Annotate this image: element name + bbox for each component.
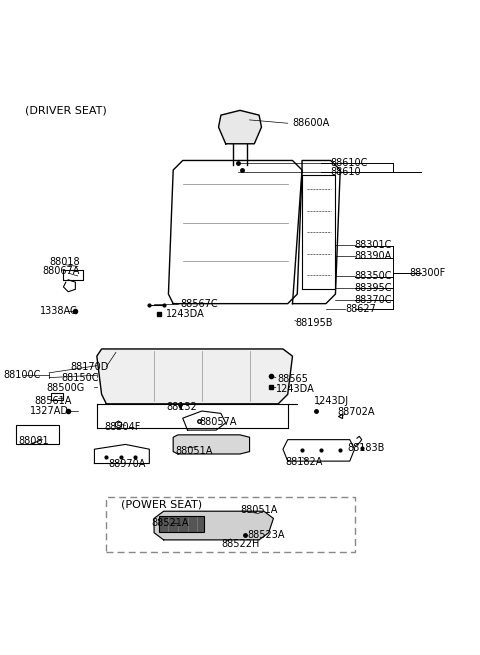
Text: 88132: 88132 [166, 402, 197, 412]
Text: 88057A: 88057A [199, 417, 237, 426]
Text: 88521A: 88521A [152, 518, 189, 528]
Bar [51, 394, 63, 400]
Text: 88567C: 88567C [180, 299, 218, 309]
Text: 88390A: 88390A [355, 251, 392, 261]
Text: 88504F: 88504F [104, 422, 140, 432]
Text: 88522H: 88522H [221, 538, 259, 549]
FancyBboxPatch shape [107, 497, 355, 552]
Polygon shape [97, 349, 292, 404]
Text: 88170D: 88170D [71, 362, 109, 371]
Text: 88970A: 88970A [109, 459, 146, 470]
Text: 1243DA: 1243DA [276, 384, 314, 394]
Text: 88561A: 88561A [35, 396, 72, 406]
Text: 88301C: 88301C [355, 240, 392, 250]
Text: 88565: 88565 [277, 373, 308, 384]
Polygon shape [173, 435, 250, 454]
Text: 1338AC: 1338AC [39, 306, 77, 316]
Text: 88523A: 88523A [247, 530, 285, 540]
Text: 1243DA: 1243DA [166, 309, 205, 319]
Text: 88370C: 88370C [355, 295, 392, 305]
Text: 88702A: 88702A [338, 407, 375, 417]
Text: 88100C: 88100C [4, 370, 41, 380]
Text: 88150C: 88150C [61, 373, 98, 383]
Text: 88183B: 88183B [348, 443, 385, 453]
Bar [16, 425, 59, 445]
Text: 88018: 88018 [49, 257, 80, 267]
Text: 88182A: 88182A [285, 457, 323, 467]
Text: 88051A: 88051A [176, 445, 213, 456]
Text: 88500G: 88500G [47, 383, 85, 392]
Text: 88300F: 88300F [409, 268, 445, 278]
Bar [159, 517, 204, 532]
Text: 1243DJ: 1243DJ [314, 396, 349, 407]
Text: 88610C: 88610C [331, 158, 368, 168]
Text: 88627: 88627 [345, 305, 376, 314]
Text: 88395C: 88395C [355, 283, 392, 293]
Polygon shape [154, 512, 274, 540]
Text: (POWER SEAT): (POWER SEAT) [120, 499, 202, 510]
Text: 88600A: 88600A [292, 119, 330, 128]
Text: 1327AD: 1327AD [30, 406, 69, 416]
Text: 88610: 88610 [331, 168, 361, 178]
Text: 88195B: 88195B [295, 318, 332, 328]
Polygon shape [218, 110, 262, 143]
Text: 88350C: 88350C [355, 271, 392, 282]
Text: 88051A: 88051A [240, 505, 277, 515]
Text: 88081: 88081 [18, 436, 48, 446]
Text: (DRIVER SEAT): (DRIVER SEAT) [25, 105, 107, 115]
Text: 88067A: 88067A [42, 266, 79, 276]
